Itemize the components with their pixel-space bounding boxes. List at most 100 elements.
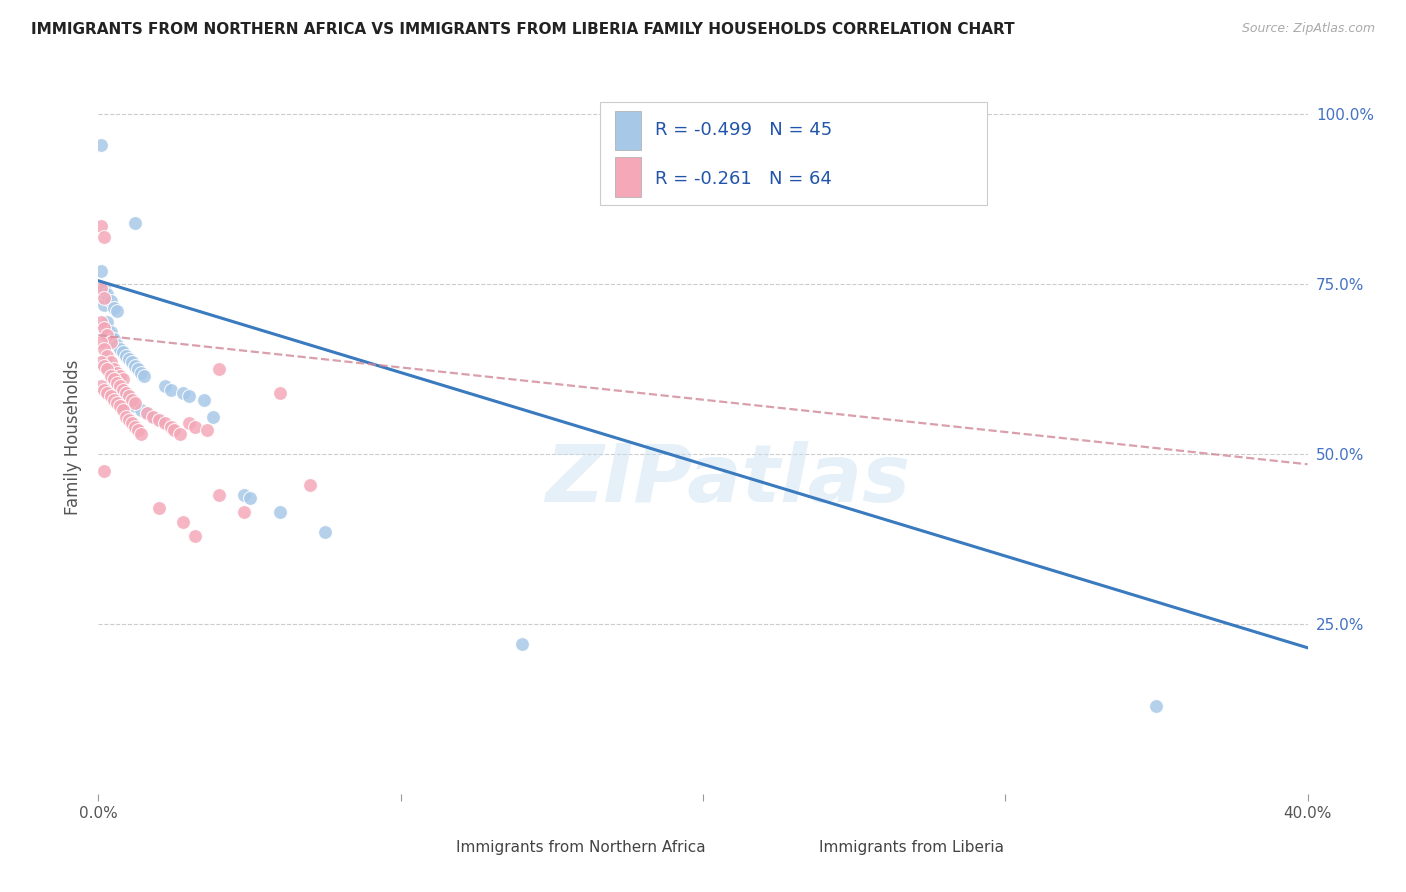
Point	[96, 325, 118, 339]
Point	[111, 389, 134, 403]
Point	[118, 351, 141, 366]
Point	[202, 409, 225, 424]
Point	[93, 342, 115, 356]
Point	[124, 216, 146, 230]
Bar	[614, 111, 641, 150]
Point	[96, 385, 118, 400]
Point	[100, 334, 122, 349]
Point	[160, 420, 183, 434]
Bar	[425, 836, 447, 859]
Point	[90, 314, 112, 328]
Point	[135, 406, 157, 420]
Point	[153, 417, 176, 431]
Point	[184, 420, 207, 434]
Point	[100, 376, 122, 390]
Point	[100, 294, 122, 309]
Point	[124, 359, 146, 373]
Point	[90, 137, 112, 152]
Point	[124, 420, 146, 434]
Point	[93, 464, 115, 478]
Point	[103, 362, 125, 376]
Point	[96, 349, 118, 363]
Point	[129, 366, 152, 380]
Point	[193, 392, 215, 407]
Point	[148, 501, 170, 516]
Point	[127, 362, 149, 376]
Point	[90, 219, 112, 234]
Text: Source: ZipAtlas.com: Source: ZipAtlas.com	[1241, 22, 1375, 36]
Point	[208, 488, 231, 502]
Point	[96, 314, 118, 328]
Point	[160, 383, 183, 397]
Point	[93, 359, 115, 373]
Point	[111, 403, 134, 417]
Text: Immigrants from Liberia: Immigrants from Liberia	[820, 840, 1004, 855]
Point	[195, 423, 218, 437]
Bar	[787, 836, 810, 859]
Point	[179, 389, 201, 403]
Text: R = -0.499   N = 45: R = -0.499 N = 45	[655, 121, 832, 139]
Point	[93, 280, 115, 294]
Point	[93, 321, 115, 335]
Point	[269, 505, 291, 519]
Point	[100, 325, 122, 339]
Point	[90, 379, 112, 393]
Point	[118, 396, 141, 410]
Point	[148, 413, 170, 427]
Point	[100, 355, 122, 369]
Point	[163, 423, 186, 437]
Text: IMMIGRANTS FROM NORTHERN AFRICA VS IMMIGRANTS FROM LIBERIA FAMILY HOUSEHOLDS COR: IMMIGRANTS FROM NORTHERN AFRICA VS IMMIG…	[31, 22, 1015, 37]
Point	[100, 389, 122, 403]
Point	[105, 304, 128, 318]
Point	[299, 477, 322, 491]
Y-axis label: Family Households: Family Households	[65, 359, 83, 515]
Point	[90, 263, 112, 277]
Point	[105, 396, 128, 410]
Point	[208, 362, 231, 376]
Point	[118, 389, 141, 403]
Point	[108, 385, 131, 400]
Point	[90, 284, 112, 298]
Point	[103, 301, 125, 315]
Point	[105, 338, 128, 352]
Point	[114, 409, 136, 424]
Point	[111, 372, 134, 386]
Point	[93, 297, 115, 311]
Point	[314, 525, 336, 540]
Point	[103, 379, 125, 393]
Point	[96, 287, 118, 301]
Point	[142, 409, 165, 424]
Point	[179, 417, 201, 431]
Point	[111, 345, 134, 359]
Point	[124, 400, 146, 414]
Point	[127, 423, 149, 437]
Point	[172, 385, 194, 400]
Point	[90, 355, 112, 369]
Point	[103, 372, 125, 386]
Point	[114, 385, 136, 400]
Point	[93, 383, 115, 397]
Point	[153, 379, 176, 393]
Point	[184, 528, 207, 542]
Point	[118, 413, 141, 427]
Point	[129, 403, 152, 417]
Point	[108, 379, 131, 393]
Point	[121, 392, 143, 407]
Point	[111, 383, 134, 397]
Point	[90, 280, 112, 294]
Point	[129, 426, 152, 441]
Point	[96, 328, 118, 343]
Text: R = -0.261   N = 64: R = -0.261 N = 64	[655, 169, 831, 187]
Point	[1144, 698, 1167, 713]
Point	[132, 368, 155, 383]
Point	[105, 383, 128, 397]
Point	[103, 332, 125, 346]
Point	[172, 515, 194, 529]
Point	[510, 637, 533, 651]
Point	[105, 376, 128, 390]
Point	[135, 406, 157, 420]
Point	[148, 413, 170, 427]
Point	[93, 229, 115, 244]
Point	[114, 392, 136, 407]
Point	[108, 368, 131, 383]
